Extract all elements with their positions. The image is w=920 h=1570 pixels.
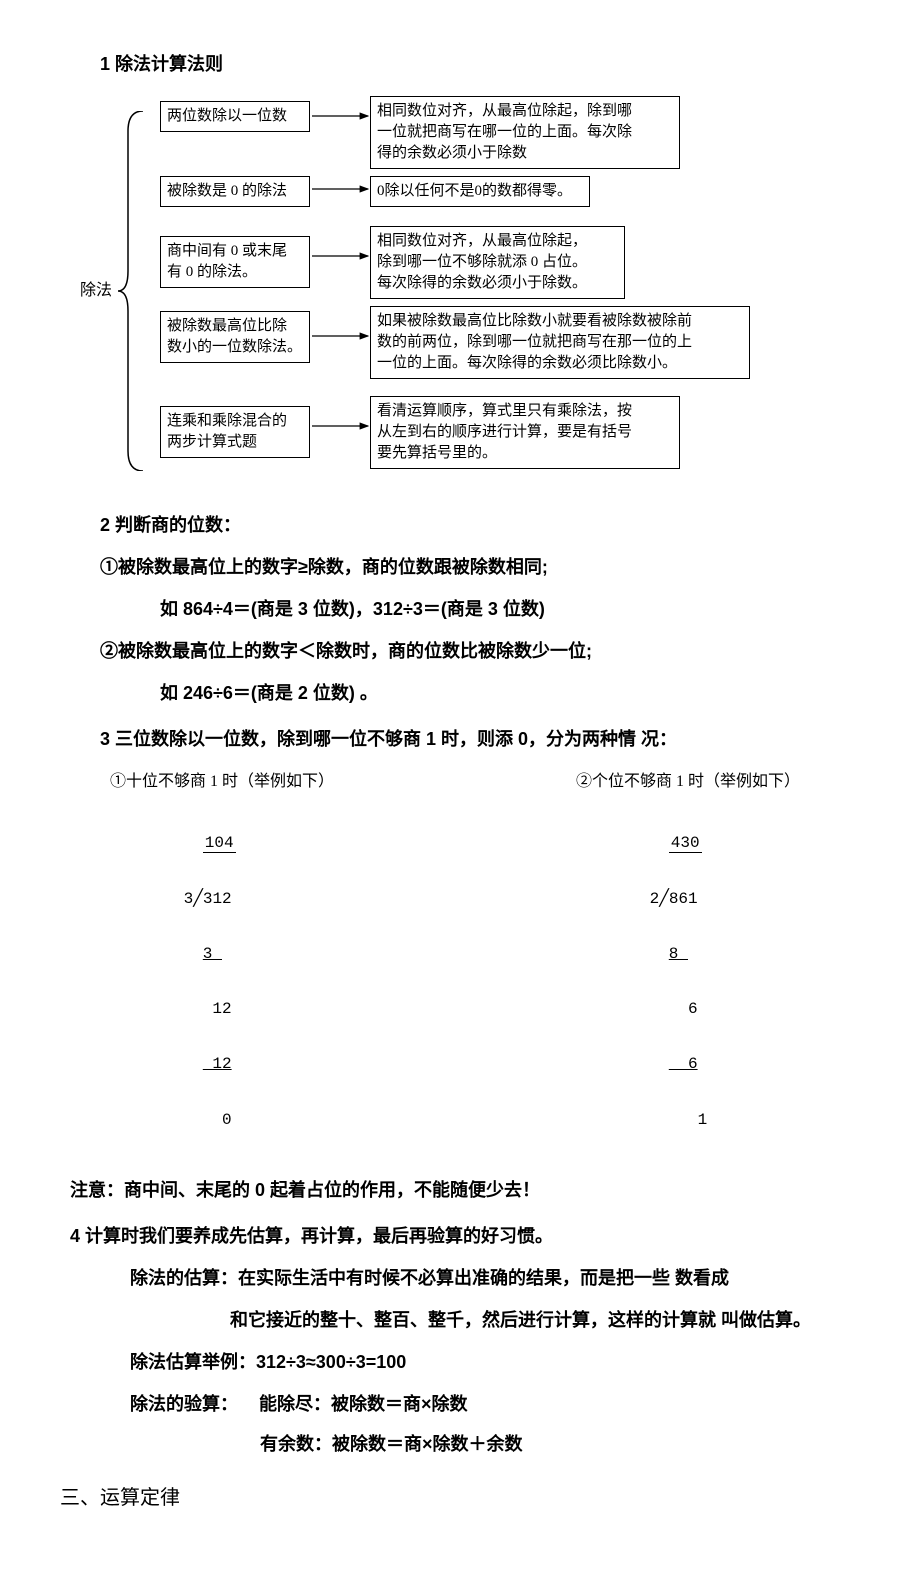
right-box-2: 相同数位对齐，从最高位除起， 除到哪一位不够除就添 0 占位。 每次除得的余数必… <box>370 226 625 299</box>
left-box-2: 商中间有 0 或末尾 有 0 的除法。 <box>160 236 310 288</box>
left-box-1: 被除数是 0 的除法 <box>160 176 310 207</box>
estimation-def-2: 和它接近的整十、整百、整千，然后进行计算，这样的计算就 叫做估算。 <box>230 1306 860 1332</box>
left-box-3: 被除数最高位比除 数小的一位数除法。 <box>160 311 310 363</box>
example-1: ①十位不够商 1 时（举例如下） 104 3╱312 3 12 12 0 <box>110 767 334 1166</box>
estimation-def-1: 除法的估算：在实际生活中有时候不必算出准确的结果，而是把一些 数看成 <box>130 1264 860 1290</box>
example-1-caption: ①十位不够商 1 时（举例如下） <box>110 767 334 791</box>
estimation-example: 除法估算举例：312÷3≈300÷3=100 <box>130 1348 860 1374</box>
verify-label: 除法的验算： <box>130 1394 238 1414</box>
flowchart-division-rules: 除法 两位数除以一位数 被除数是 0 的除法 商中间有 0 或末尾 有 0 的除… <box>80 96 880 491</box>
example-1-work: 104 3╱312 3 12 12 0 <box>184 797 261 1166</box>
example-2: ②个位不够商 1 时（举例如下） 430 2╱861 8 6 6 1 <box>576 767 800 1166</box>
brace-icon <box>118 111 148 471</box>
right-box-1: 0除以任何不是0的数都得零。 <box>370 176 590 207</box>
heading-3: 3 三位数除以一位数，除到哪一位不够商 1 时，则添 0，分为两种情 况： <box>100 725 860 751</box>
example-2-work: 430 2╱861 8 6 6 1 <box>650 797 727 1166</box>
verify-row-1: 除法的验算： 能除尽：被除数＝商×除数 <box>130 1390 860 1416</box>
root-label: 除法 <box>80 276 112 300</box>
rule-2: ②被除数最高位上的数字＜除数时，商的位数比被除数少一位; <box>100 637 860 663</box>
long-division-examples: ①十位不够商 1 时（举例如下） 104 3╱312 3 12 12 0 ②个位… <box>60 767 860 1166</box>
left-box-0: 两位数除以一位数 <box>160 101 310 132</box>
right-box-0: 相同数位对齐，从最高位除起，除到哪 一位就把商写在哪一位的上面。每次除 得的余数… <box>370 96 680 169</box>
rule-1: ①被除数最高位上的数字≥除数，商的位数跟被除数相同; <box>100 553 860 579</box>
section-3-heading: 三、运算定律 <box>60 1481 860 1510</box>
heading-4: 4 计算时我们要养成先估算，再计算，最后再验算的好习惯。 <box>70 1222 860 1248</box>
right-box-3: 如果被除数最高位比除数小就要看被除数被除前 数的前两位，除到哪一位就把商写在那一… <box>370 306 750 379</box>
heading-2: 2 判断商的位数： <box>100 511 860 537</box>
right-box-4: 看清运算顺序，算式里只有乘除法，按 从左到右的顺序进行计算，要是有括号 要先算括… <box>370 396 680 469</box>
rule-1-example: 如 864÷4＝(商是 3 位数)，312÷3＝(商是 3 位数) <box>160 595 860 621</box>
verify-exact: 能除尽：被除数＝商×除数 <box>259 1394 468 1414</box>
left-box-4: 连乘和乘除混合的 两步计算式题 <box>160 406 310 458</box>
rule-2-example: 如 246÷6＝(商是 2 位数) 。 <box>160 679 860 705</box>
verify-remainder: 有余数：被除数＝商×除数＋余数 <box>260 1430 860 1456</box>
note-placeholder-zero: 注意：商中间、末尾的 0 起着占位的作用，不能随便少去！ <box>70 1176 860 1202</box>
example-2-caption: ②个位不够商 1 时（举例如下） <box>576 767 800 791</box>
heading-1: 1 除法计算法则 <box>100 50 860 76</box>
